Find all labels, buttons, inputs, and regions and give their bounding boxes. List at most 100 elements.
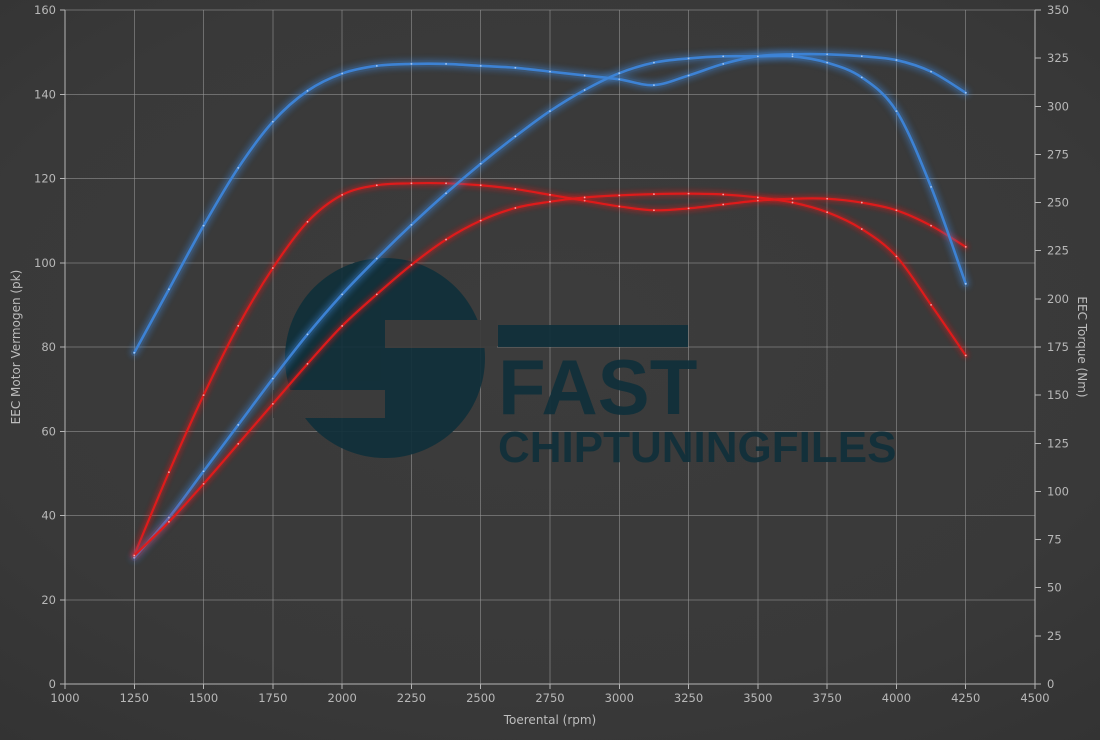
series-point <box>826 211 829 214</box>
series-point <box>479 64 482 67</box>
series-point <box>168 471 170 474</box>
series-point <box>375 293 378 296</box>
series-point <box>722 63 725 65</box>
x-tick-label: 4250 <box>951 691 980 705</box>
series-point <box>549 200 551 203</box>
series-point <box>479 162 482 165</box>
series-point <box>722 203 725 206</box>
series-point <box>410 63 413 65</box>
series-point <box>930 186 932 188</box>
series-point <box>168 288 170 291</box>
y-axis-title: EEC Motor Vermogen (pk) <box>9 270 23 425</box>
series-point <box>687 57 690 60</box>
series-point <box>237 424 240 426</box>
series-point <box>860 55 863 58</box>
series-point <box>964 91 967 94</box>
series-point <box>410 223 413 226</box>
y2-tick-label: 175 <box>1047 340 1069 354</box>
logo-mark-icon <box>273 258 497 458</box>
series-point <box>687 192 690 195</box>
series-point <box>791 197 794 200</box>
series-point <box>479 219 482 222</box>
series-point <box>826 61 829 64</box>
series-point <box>237 324 240 327</box>
series-point <box>271 120 274 123</box>
x-tick-label: 2250 <box>397 691 426 705</box>
series-point <box>895 255 898 258</box>
series-point <box>133 554 136 557</box>
series-point <box>549 110 551 112</box>
series-point <box>168 520 170 523</box>
series-point <box>895 209 898 212</box>
y2-tick-label: 275 <box>1047 147 1069 161</box>
y2-tick-label: 350 <box>1047 3 1069 17</box>
series-point <box>341 325 344 327</box>
series-point <box>653 209 655 212</box>
series-point <box>826 53 829 56</box>
y2-tick-label: 50 <box>1047 581 1062 595</box>
x-tick-label: 4500 <box>1020 691 1049 705</box>
x-tick-label: 3500 <box>743 691 772 705</box>
series-point <box>860 201 863 204</box>
series-point <box>618 78 621 81</box>
series-point <box>375 184 378 187</box>
series-power-stock <box>131 191 969 559</box>
y-tick-label: 0 <box>49 677 56 691</box>
series-point <box>237 167 240 169</box>
series-point <box>549 70 551 73</box>
x-tick-label: 1750 <box>258 691 287 705</box>
y2-tick-label: 325 <box>1047 51 1069 65</box>
series-point <box>133 351 136 354</box>
logo-bar <box>498 325 688 347</box>
series-point <box>202 470 205 473</box>
x-tick-label: 3000 <box>605 691 634 705</box>
series-point <box>271 402 274 405</box>
y-tick-label: 20 <box>41 593 56 607</box>
series-point <box>653 84 655 86</box>
series-point <box>583 196 586 199</box>
series-point <box>306 333 309 336</box>
series-point <box>514 188 517 190</box>
logo-brand-line1: FAST <box>498 343 697 431</box>
x-tick-label: 2000 <box>328 691 357 705</box>
series-point <box>445 238 447 241</box>
y2-tick-label: 125 <box>1047 436 1069 450</box>
series-point <box>271 267 274 269</box>
series-point <box>860 228 863 230</box>
series-point <box>375 257 378 260</box>
x-tick-label: 2750 <box>535 691 564 705</box>
y2-tick-label: 25 <box>1047 629 1062 643</box>
series-point <box>756 55 759 58</box>
series-point <box>895 110 898 112</box>
x-tick-label: 1000 <box>50 691 79 705</box>
y-tick-label: 140 <box>34 87 56 101</box>
y2-tick-label: 250 <box>1047 196 1069 210</box>
y-tick-label: 160 <box>34 3 56 17</box>
y-tick-label: 80 <box>41 340 56 354</box>
y-tick-label: 120 <box>34 172 56 186</box>
series-point <box>964 282 967 285</box>
y-tick-label: 100 <box>34 256 56 270</box>
y2-axis-title: EEC Torque (Nm) <box>1075 296 1089 397</box>
x-tick-label: 1250 <box>120 691 149 705</box>
y2-tick-label: 200 <box>1047 292 1069 306</box>
series-point <box>202 394 205 397</box>
y2-tick-label: 225 <box>1047 244 1069 258</box>
y2-tick-label: 0 <box>1047 677 1054 691</box>
y-tick-label: 40 <box>41 509 56 523</box>
series-point <box>895 59 898 61</box>
x-tick-label: 4000 <box>882 691 911 705</box>
series-point <box>653 61 655 64</box>
y2-tick-label: 100 <box>1047 484 1069 498</box>
series-point <box>791 201 794 204</box>
y2-tick-label: 75 <box>1047 533 1062 547</box>
series-point <box>860 76 863 79</box>
series-point <box>583 89 586 91</box>
series-point <box>687 207 690 210</box>
series-point <box>964 354 967 357</box>
series-point <box>930 224 932 227</box>
series-point <box>445 63 447 65</box>
x-axis-title: Toerental (rpm) <box>503 713 596 727</box>
